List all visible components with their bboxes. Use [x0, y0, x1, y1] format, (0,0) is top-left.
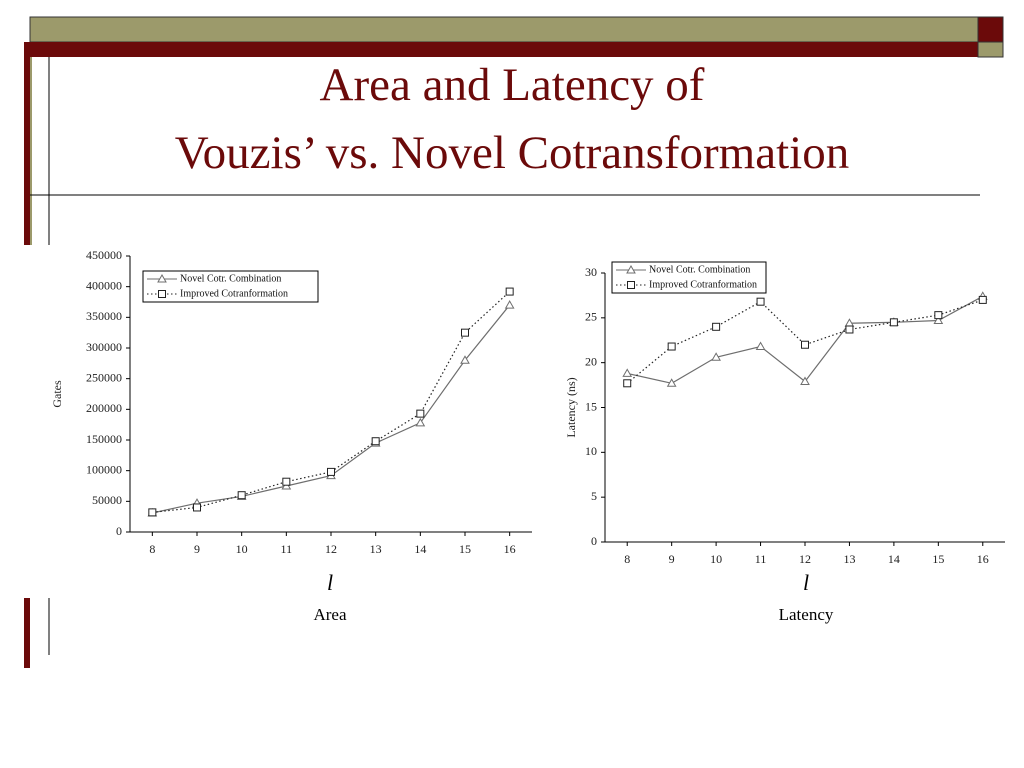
- marker: [461, 328, 469, 337]
- top-bar: [29, 16, 979, 43]
- marker: [193, 503, 201, 512]
- y-tick-label: 350000: [86, 309, 122, 323]
- chart-caption: Area: [313, 605, 346, 624]
- y-tick-label: 10: [585, 444, 597, 458]
- marker: [756, 297, 765, 306]
- legend-marker: [627, 281, 635, 289]
- chart-caption: Latency: [779, 605, 834, 624]
- marker: [845, 325, 854, 334]
- x-tick-label: 8: [624, 552, 630, 566]
- legend-marker: [158, 290, 166, 298]
- y-tick-label: 5: [591, 489, 597, 503]
- legend-label: Novel Cotr. Combination: [649, 264, 750, 275]
- series-line: [626, 299, 983, 384]
- slide-title: Vouzis’ vs. Novel Cotransformation: [175, 127, 849, 179]
- x-tick-label: 12: [799, 552, 811, 566]
- x-tick-label: 13: [843, 552, 855, 566]
- y-tick-label: 450000: [86, 248, 122, 262]
- series-line: [152, 291, 511, 513]
- marker: [148, 508, 157, 517]
- marker: [889, 318, 898, 327]
- y-tick-label: 250000: [86, 370, 122, 384]
- marker: [460, 355, 470, 364]
- y-axis-label: Gates: [50, 380, 64, 408]
- marker: [504, 300, 515, 309]
- x-tick-label: 11: [281, 542, 293, 556]
- left-gap: [24, 245, 52, 598]
- top-band: [30, 42, 978, 57]
- marker: [800, 376, 810, 385]
- x-tick-label: 16: [977, 552, 989, 566]
- x-tick-label: 11: [755, 552, 767, 566]
- y-tick-label: 0: [591, 534, 597, 548]
- x-tick-label: 12: [325, 542, 337, 556]
- y-tick-label: 150000: [86, 432, 122, 446]
- series-line: [152, 304, 511, 514]
- y-tick-label: 15: [585, 399, 597, 413]
- corner-square: [977, 41, 1004, 58]
- marker: [978, 295, 987, 304]
- marker: [415, 417, 426, 427]
- y-tick-label: 30: [585, 265, 597, 279]
- marker: [801, 340, 809, 349]
- marker: [711, 352, 721, 361]
- x-tick-label: 9: [669, 552, 675, 566]
- marker: [712, 322, 721, 331]
- y-tick-label: 25: [585, 310, 597, 324]
- x-axis-label: l: [803, 570, 809, 595]
- marker: [237, 491, 246, 500]
- y-tick-label: 0: [116, 524, 122, 538]
- marker: [505, 287, 514, 296]
- x-tick-label: 10: [236, 542, 248, 556]
- x-tick-label: 14: [414, 542, 426, 556]
- x-tick-label: 10: [710, 552, 722, 566]
- x-tick-label: 14: [888, 552, 900, 566]
- marker: [327, 467, 335, 476]
- y-tick-label: 50000: [92, 493, 122, 507]
- marker: [667, 342, 676, 351]
- marker: [755, 341, 766, 351]
- y-tick-label: 20: [585, 354, 597, 368]
- legend-box: [611, 261, 767, 294]
- slide-title: Area and Latency of: [320, 59, 705, 111]
- marker: [371, 437, 380, 446]
- y-tick-label: 100000: [86, 462, 122, 476]
- marker: [416, 409, 425, 418]
- legend-marker: [157, 273, 167, 283]
- y-tick-label: 200000: [86, 401, 122, 415]
- x-tick-label: 15: [459, 542, 471, 556]
- left-line: [30, 57, 32, 245]
- marker: [282, 477, 291, 486]
- x-tick-label: 8: [149, 542, 155, 556]
- marker: [666, 378, 677, 387]
- marker: [933, 315, 944, 325]
- x-tick-label: 15: [932, 552, 944, 566]
- marker: [934, 311, 943, 320]
- corner-square: [977, 16, 1004, 43]
- marker: [623, 379, 632, 388]
- series-line: [627, 295, 984, 384]
- legend-label: Improved Cotranformation: [180, 288, 288, 299]
- x-tick-label: 13: [370, 542, 382, 556]
- marker: [622, 368, 633, 377]
- legend-label: Novel Cotr. Combination: [180, 273, 281, 284]
- x-tick-label: 9: [194, 542, 200, 556]
- y-axis-label: Latency (ns): [564, 377, 578, 437]
- x-axis-label: l: [327, 570, 333, 595]
- y-tick-label: 400000: [86, 278, 122, 292]
- y-tick-label: 300000: [86, 340, 122, 354]
- x-tick-label: 16: [504, 542, 516, 556]
- legend-box: [142, 270, 319, 303]
- legend-label: Improved Cotranformation: [649, 279, 757, 290]
- legend-marker: [626, 264, 636, 274]
